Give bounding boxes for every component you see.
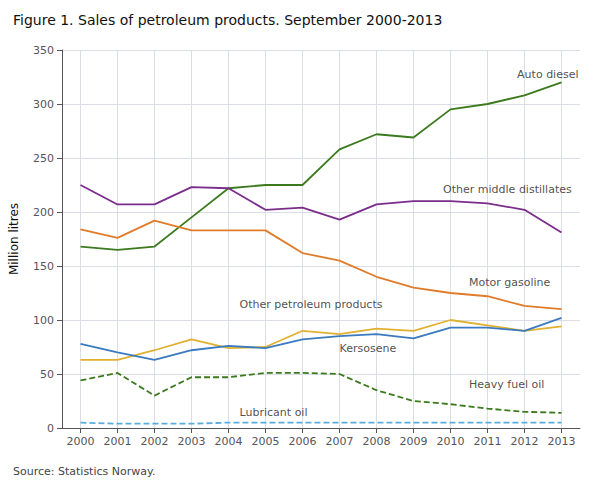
- svg-text:150: 150: [33, 260, 54, 273]
- svg-text:2009: 2009: [400, 435, 428, 448]
- svg-text:Motor gasoline: Motor gasoline: [469, 276, 551, 289]
- svg-text:Heavy fuel oil: Heavy fuel oil: [469, 378, 544, 391]
- svg-text:2008: 2008: [363, 435, 391, 448]
- svg-text:Lubricant oil: Lubricant oil: [240, 406, 308, 419]
- svg-text:50: 50: [40, 368, 54, 381]
- svg-text:Auto diesel: Auto diesel: [517, 68, 578, 81]
- svg-text:350: 350: [33, 44, 54, 57]
- svg-text:100: 100: [33, 314, 54, 327]
- svg-text:2011: 2011: [474, 435, 502, 448]
- svg-text:Million litres: Million litres: [7, 203, 21, 275]
- svg-text:Other petroleum products: Other petroleum products: [240, 298, 383, 311]
- svg-text:2012: 2012: [511, 435, 539, 448]
- svg-text:Source: Statistics Norway.: Source: Statistics Norway.: [13, 465, 155, 478]
- svg-text:2007: 2007: [326, 435, 354, 448]
- svg-text:2000: 2000: [67, 435, 95, 448]
- svg-text:2002: 2002: [141, 435, 169, 448]
- svg-text:Other middle distillates: Other middle distillates: [443, 183, 572, 196]
- svg-text:Kersosene: Kersosene: [340, 342, 397, 355]
- svg-text:250: 250: [33, 152, 54, 165]
- svg-text:2006: 2006: [289, 435, 317, 448]
- svg-text:0: 0: [47, 422, 54, 435]
- svg-text:2010: 2010: [437, 435, 465, 448]
- svg-text:2003: 2003: [178, 435, 206, 448]
- svg-text:2001: 2001: [104, 435, 132, 448]
- svg-text:300: 300: [33, 98, 54, 111]
- svg-text:2004: 2004: [215, 435, 243, 448]
- svg-text:200: 200: [33, 206, 54, 219]
- svg-text:Figure 1. Sales of petroleum p: Figure 1. Sales of petroleum products. S…: [13, 12, 442, 28]
- svg-text:2005: 2005: [252, 435, 280, 448]
- svg-text:2013: 2013: [548, 435, 576, 448]
